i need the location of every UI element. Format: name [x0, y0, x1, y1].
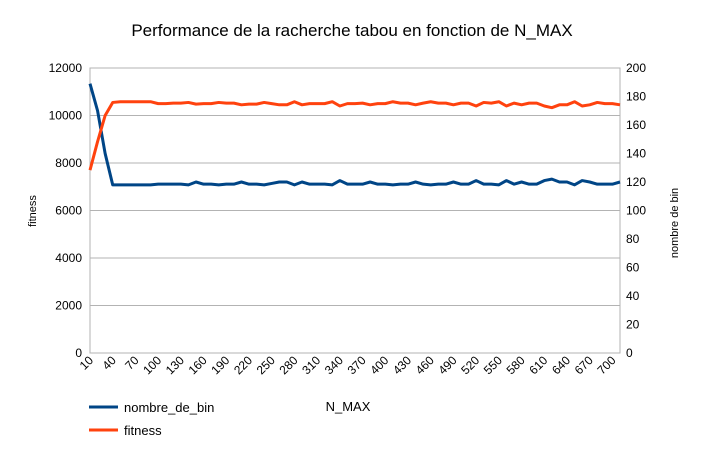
x-tick-label: 340	[322, 353, 346, 377]
legend-label: fitness	[124, 423, 162, 438]
x-axis-label: N_MAX	[326, 399, 371, 414]
right-y-axis: 0 20 40 60 80 100 120 140 160 180 200	[626, 61, 646, 360]
legend-item-fitness: fitness	[89, 423, 162, 438]
left-tick-label: 10000	[49, 109, 83, 123]
right-tick-label: 180	[626, 90, 646, 104]
legend-label: nombre_de_bin	[124, 400, 214, 415]
x-axis: 10 40 701001301601902202502803103403704004…	[77, 353, 619, 377]
right-tick-label: 0	[626, 346, 633, 360]
x-tick-label: 490	[435, 353, 459, 377]
right-tick-label: 140	[626, 147, 646, 161]
x-tick-label: 640	[549, 353, 573, 377]
x-tick-label: 460	[413, 353, 437, 377]
plot-area	[89, 67, 621, 354]
x-tick-label: 190	[208, 353, 232, 377]
right-tick-label: 120	[626, 175, 646, 189]
y-axis-left-label: fitness	[27, 195, 39, 227]
x-tick-label: 160	[186, 353, 210, 377]
x-tick-label: 280	[276, 353, 300, 377]
y-axis-right-label: nombre de bin	[669, 188, 681, 258]
right-tick-label: 160	[626, 118, 646, 132]
left-tick-label: 12000	[49, 61, 83, 75]
series-line-fitness	[88, 100, 621, 171]
x-tick-label: 70	[122, 353, 142, 373]
left-tick-label: 0	[75, 346, 82, 360]
series-line-nombre_de_bin	[88, 83, 621, 187]
x-tick-label: 670	[572, 353, 596, 377]
x-tick-label: 700	[594, 353, 618, 377]
right-tick-label: 20	[626, 318, 640, 332]
x-tick-label: 130	[163, 353, 187, 377]
x-tick-label: 580	[504, 353, 528, 377]
left-tick-label: 8000	[55, 156, 82, 170]
x-tick-label: 40	[99, 353, 119, 373]
x-tick-label: 370	[345, 353, 369, 377]
chart-title: Performance de la racherche tabou en fon…	[131, 21, 572, 40]
left-y-axis: 0 2000 4000 6000 8000 10000 12000	[49, 61, 83, 360]
x-tick-label: 310	[299, 353, 323, 377]
x-tick-label: 550	[481, 353, 505, 377]
series-layer	[88, 83, 621, 187]
x-tick-label: 520	[458, 353, 482, 377]
x-tick-label: 430	[390, 353, 414, 377]
x-tick-label: 400	[367, 353, 391, 377]
left-tick-label: 6000	[55, 204, 82, 218]
x-tick-label: 610	[526, 353, 550, 377]
right-tick-label: 100	[626, 204, 646, 218]
x-tick-label: 100	[140, 353, 164, 377]
left-tick-label: 2000	[55, 299, 82, 313]
left-tick-label: 4000	[55, 251, 82, 265]
x-tick-label: 250	[254, 353, 278, 377]
x-tick-label: 220	[231, 353, 255, 377]
gridlines	[90, 67, 620, 354]
right-tick-label: 200	[626, 61, 646, 75]
right-tick-label: 40	[626, 289, 640, 303]
right-tick-label: 80	[626, 232, 640, 246]
right-tick-label: 60	[626, 261, 640, 275]
legend-item-nombre_de_bin: nombre_de_bin	[89, 400, 214, 415]
